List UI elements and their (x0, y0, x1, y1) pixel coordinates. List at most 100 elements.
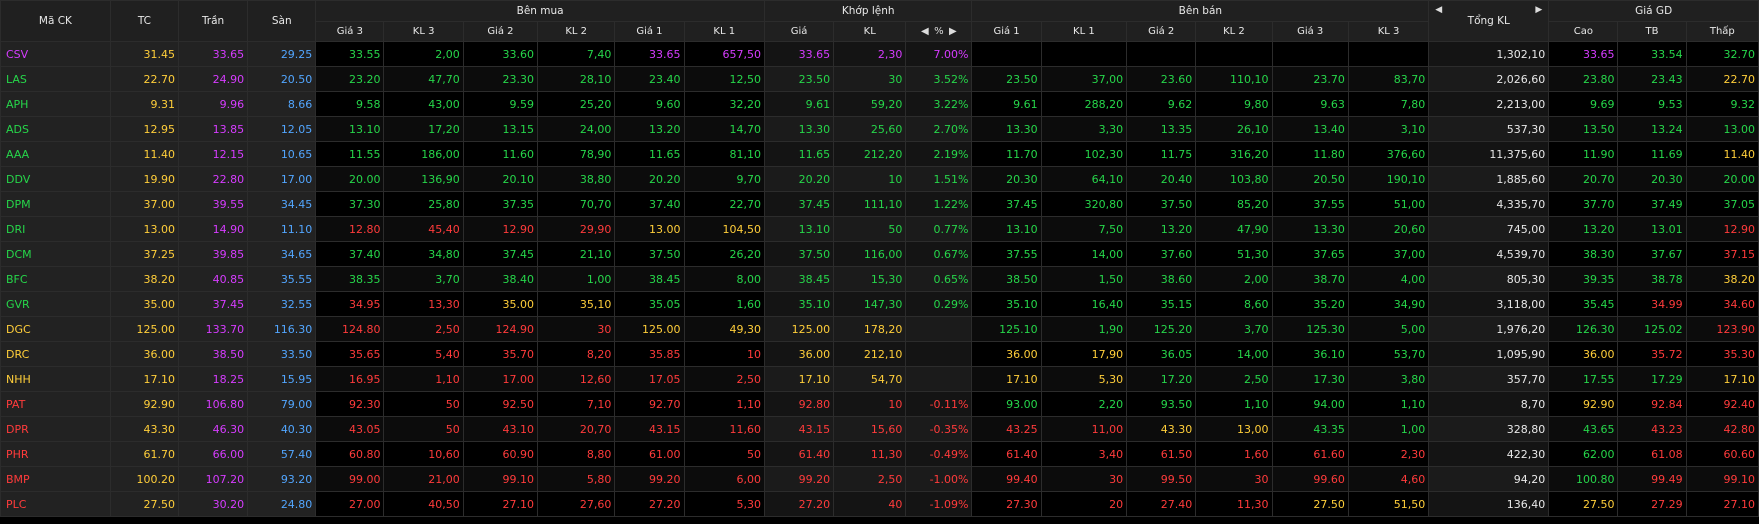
table-row[interactable]: DCM 37.25 39.85 34.65 37.40 34,80 37.45 21,10 37… (0, 241, 1759, 267)
symbol-cell: DRI (0, 216, 111, 242)
table-row[interactable]: APH 9.31 9.96 8.66 9.58 43,00 9.59 25,20 9.60 32,… (0, 91, 1759, 117)
table-row[interactable]: DRI 13.00 14.90 11.10 12.80 45,40 12.90 29,90 13… (0, 216, 1759, 242)
buy-cell: 17.05 (614, 366, 685, 392)
sell-cell: 11.70 (971, 141, 1042, 167)
col-sell-3[interactable]: KL 2 (1195, 21, 1273, 42)
col-sell-2[interactable]: Giá 2 (1126, 21, 1197, 42)
col-sell-1[interactable]: KL 1 (1040, 21, 1128, 42)
gd-cell: 126.30 (1548, 316, 1619, 342)
buy-cell: 35,10 (537, 291, 616, 317)
floor-price-cell: 8.66 (247, 91, 317, 117)
match-cell: 147,30 (833, 291, 907, 317)
prev-arrow-icon[interactable]: ◀ (1435, 5, 1443, 15)
buy-cell: 1,00 (537, 266, 616, 292)
col-buy-4[interactable]: Giá 1 (614, 21, 685, 42)
sell-cell: 61.50 (1126, 441, 1197, 467)
gd-cell: 20.00 (1685, 166, 1759, 192)
col-ceil[interactable]: Trần (177, 0, 249, 42)
match-cell: 17.10 (763, 366, 835, 392)
table-row[interactable]: DPR 43.30 46.30 40.30 43.05 50 43.10 20,70 43.15… (0, 416, 1759, 442)
prev-arrow-icon[interactable]: ◀ (921, 26, 929, 37)
col-buy-0[interactable]: Giá 3 (315, 21, 385, 42)
col-change-pct[interactable]: ◀% ▶ (905, 21, 973, 42)
match-cell: 1.22% (905, 191, 973, 217)
buy-cell: 92.70 (614, 391, 685, 417)
col-gd-0[interactable]: Cao (1548, 21, 1619, 42)
buy-cell: 47,70 (383, 66, 464, 92)
table-row[interactable]: BFC 38.20 40.85 35.55 38.35 3,70 38.40 1,00 38.4… (0, 266, 1759, 292)
table-row[interactable]: BMP 100.20 107.20 93.20 99.00 21,00 99.10 5,80 9… (0, 466, 1759, 492)
table-row[interactable]: CSV 31.45 33.65 29.25 33.55 2,00 33.60 7,40 33.6… (0, 41, 1759, 67)
table-row[interactable]: DRC 36.00 38.50 33.50 35.65 5,40 35.70 8,20 35.8… (0, 341, 1759, 367)
col-sell-5[interactable]: KL 3 (1347, 21, 1430, 42)
sell-cell: 43.35 (1271, 416, 1349, 442)
col-sell-4[interactable]: Giá 3 (1271, 21, 1349, 42)
ceil-price-cell: 40.85 (177, 266, 249, 292)
col-buy-3[interactable]: KL 2 (537, 21, 616, 42)
table-row[interactable]: PHR 61.70 66.00 57.40 60.80 10,60 60.90 8,80 61.… (0, 441, 1759, 467)
gd-cell: 13.00 (1685, 116, 1759, 142)
total-volume-cell: 357,70 (1428, 366, 1550, 392)
symbol-cell: DRC (0, 341, 111, 367)
col-total[interactable]: ◀ Tổng KL ▶ (1428, 0, 1550, 42)
ceil-price-cell: 22.80 (177, 166, 249, 192)
gd-cell: 35.30 (1685, 341, 1759, 367)
sell-cell: 1,00 (1347, 416, 1430, 442)
next-arrow-icon[interactable]: ▶ (1535, 5, 1543, 15)
sell-cell: 11.80 (1271, 141, 1349, 167)
ref-price-cell: 9.31 (109, 91, 180, 117)
gd-cell: 33.54 (1617, 41, 1687, 67)
sell-cell: 37.65 (1271, 241, 1349, 267)
table-row[interactable]: DPM 37.00 39.55 34.45 37.30 25,80 37.35 70,70 37… (0, 191, 1759, 217)
col-buy-2[interactable]: Giá 2 (462, 21, 539, 42)
sell-cell: 11,00 (1040, 416, 1128, 442)
buy-cell: 9.60 (614, 91, 685, 117)
ref-price-cell: 35.00 (109, 291, 180, 317)
sell-cell: 2,50 (1195, 366, 1273, 392)
sell-cell (971, 41, 1042, 67)
col-floor[interactable]: Sàn (247, 0, 317, 42)
table-row[interactable]: GVR 35.00 37.45 32.55 34.95 13,30 35.00 35,10 35… (0, 291, 1759, 317)
sell-cell: 23.70 (1271, 66, 1349, 92)
buy-cell: 22,70 (683, 191, 765, 217)
sell-cell: 9,80 (1195, 91, 1273, 117)
table-row[interactable]: NHH 17.10 18.25 15.95 16.95 1,10 17.00 12,60 17.… (0, 366, 1759, 392)
total-volume-cell: 805,30 (1428, 266, 1550, 292)
symbol-cell: ADS (0, 116, 111, 142)
table-row[interactable]: AAA 11.40 12.15 10.65 11.55 186,00 11.60 78,90 1… (0, 141, 1759, 167)
sell-cell: 7,50 (1040, 216, 1128, 242)
sell-cell: 99.40 (971, 466, 1042, 492)
table-row[interactable]: DDV 19.90 22.80 17.00 20.00 136,90 20.10 38,80 2… (0, 166, 1759, 192)
col-buy-5[interactable]: KL 1 (683, 21, 765, 42)
col-match-0[interactable]: Giá (763, 21, 835, 42)
buy-cell: 13,30 (383, 291, 464, 317)
col-symbol[interactable]: Mã CK (0, 0, 111, 42)
col-ref[interactable]: TC (109, 0, 180, 42)
table-row[interactable]: DGC 125.00 133.70 116.30 124.80 2,50 124.90 30 1… (0, 316, 1759, 342)
buy-cell: 2,00 (383, 41, 464, 67)
col-sell-0[interactable]: Giá 1 (971, 21, 1042, 42)
symbol-cell: BFC (0, 266, 111, 292)
next-arrow-icon[interactable]: ▶ (949, 26, 957, 37)
ceil-price-cell: 37.45 (177, 291, 249, 317)
table-row[interactable]: PAT 92.90 106.80 79.00 92.30 50 92.50 7,10 92.70… (0, 391, 1759, 417)
col-match-1[interactable]: KL (833, 21, 907, 42)
table-row[interactable]: LAS 22.70 24.90 20.50 23.20 47,70 23.30 28,10 23… (0, 66, 1759, 92)
sell-cell (1271, 41, 1349, 67)
col-buy-1[interactable]: KL 3 (383, 21, 464, 42)
sell-cell: 3,30 (1040, 116, 1128, 142)
floor-price-cell: 24.80 (247, 491, 317, 517)
total-volume-cell: 4,539,70 (1428, 241, 1550, 267)
table-row[interactable]: PLC 27.50 30.20 24.80 27.00 40,50 27.10 27,60 27… (0, 491, 1759, 517)
table-row[interactable]: ADS 12.95 13.85 12.05 13.10 17,20 13.15 24,00 13… (0, 116, 1759, 142)
match-cell: 11.65 (763, 141, 835, 167)
ref-price-cell: 37.25 (109, 241, 180, 267)
buy-cell: 43.15 (614, 416, 685, 442)
total-volume-cell: 11,375,60 (1428, 141, 1550, 167)
ceil-price-cell: 14.90 (177, 216, 249, 242)
buy-cell: 11.65 (614, 141, 685, 167)
sell-cell: 37.50 (1126, 191, 1197, 217)
col-gd-2[interactable]: Thấp (1685, 21, 1759, 42)
col-gd-1[interactable]: TB (1617, 21, 1687, 42)
sell-cell: 99.50 (1126, 466, 1197, 492)
